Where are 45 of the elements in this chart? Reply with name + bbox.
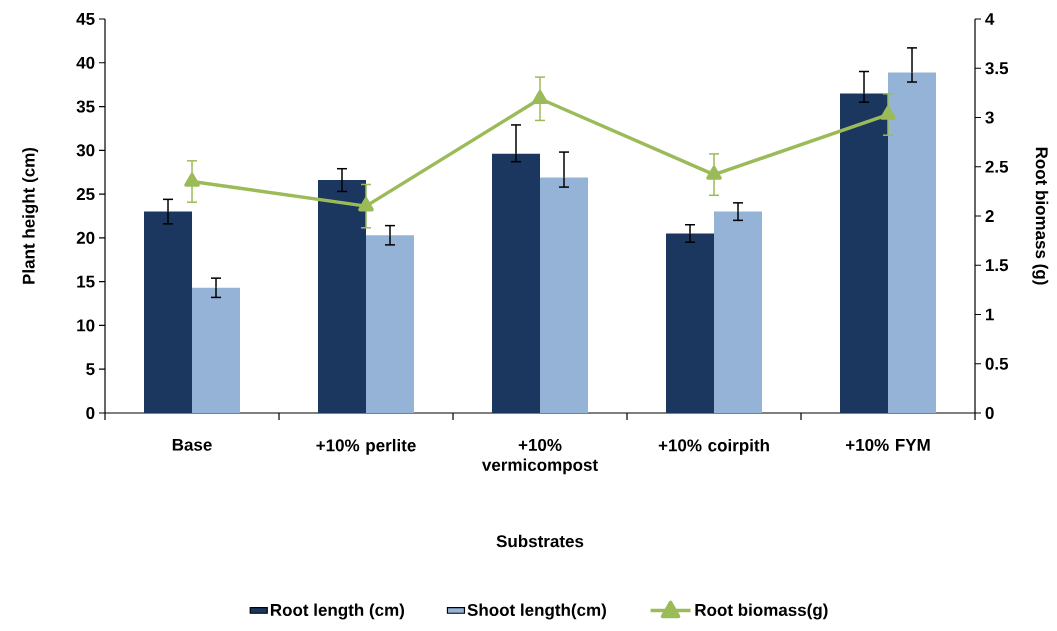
bar bbox=[888, 72, 937, 413]
x-tick-label: +10% vermicompost bbox=[481, 438, 598, 475]
y-tick-label: 10 bbox=[77, 319, 95, 332]
x-axis-title: Substrates bbox=[496, 534, 584, 548]
y2-tick-label: 4 bbox=[985, 13, 995, 25]
legend-label: Root length (cm) bbox=[270, 603, 404, 620]
y-tick-label: 40 bbox=[76, 56, 95, 69]
y2-axis-title: Root biomass (g) bbox=[1032, 147, 1049, 285]
y-tick-label: 25 bbox=[76, 188, 95, 201]
x-tick-label: +10% coirpith bbox=[658, 438, 769, 455]
bar bbox=[144, 211, 193, 413]
bar bbox=[840, 93, 889, 413]
bar bbox=[540, 177, 589, 413]
x-tick-label: +10% perlite bbox=[316, 438, 416, 455]
y-tick-label: 20 bbox=[76, 231, 95, 244]
x-tick-label: +10% FYM bbox=[845, 438, 930, 451]
point bbox=[706, 165, 722, 180]
y-tick-label: 0 bbox=[86, 406, 95, 420]
y-tick-label: 45 bbox=[76, 13, 95, 25]
y-tick-label: 15 bbox=[77, 275, 95, 288]
bar bbox=[366, 235, 415, 413]
y2-tick-label: 2 bbox=[985, 210, 994, 222]
legend-label: Root biomass(g) bbox=[695, 603, 828, 620]
bar bbox=[492, 153, 541, 413]
point bbox=[184, 172, 200, 187]
legend-label: Shoot length(cm) bbox=[467, 603, 606, 620]
point bbox=[358, 197, 374, 212]
x-tick-label: Base bbox=[172, 438, 212, 451]
y2-tick-label: 2.5 bbox=[985, 160, 1009, 173]
y2-tick-label: 0.5 bbox=[985, 357, 1009, 370]
y2-tick-label: 1 bbox=[986, 308, 994, 321]
y-tick-label: 5 bbox=[86, 363, 95, 376]
bar bbox=[714, 211, 763, 413]
point bbox=[880, 105, 896, 120]
bar bbox=[666, 233, 715, 413]
y-axis-title: Plant height (cm) bbox=[22, 147, 39, 284]
bar bbox=[318, 180, 367, 413]
point bbox=[532, 90, 548, 105]
y2-tick-label: 3 bbox=[985, 111, 994, 124]
y2-tick-label: 0 bbox=[985, 406, 994, 420]
y2-tick-label: 1.5 bbox=[986, 259, 1009, 272]
y2-tick-label: 3.5 bbox=[985, 62, 1009, 75]
y-tick-label: 30 bbox=[76, 144, 95, 157]
bar bbox=[192, 287, 241, 413]
y-tick-label: 35 bbox=[76, 100, 95, 113]
